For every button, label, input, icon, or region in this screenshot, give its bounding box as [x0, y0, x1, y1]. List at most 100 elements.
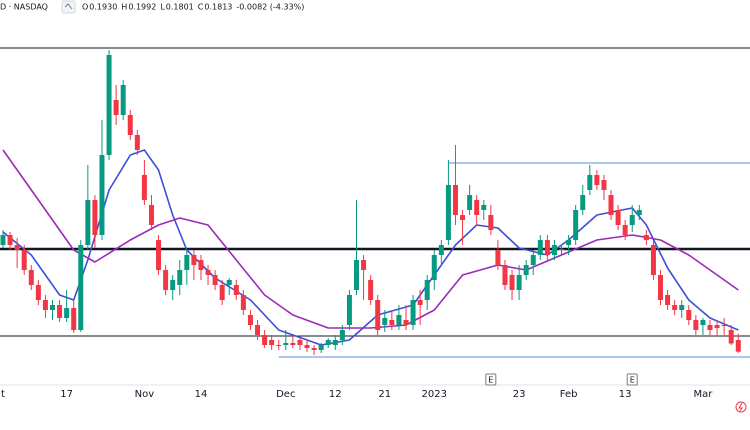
candle-body: [375, 300, 381, 330]
candle-body: [339, 330, 345, 340]
candle-body: [163, 270, 169, 290]
x-tick-label: Feb: [560, 389, 578, 400]
x-tick-label: 14: [195, 389, 208, 400]
candle-body: [728, 330, 734, 344]
candle-body: [361, 260, 367, 270]
x-tick-label: 17: [60, 389, 73, 400]
candle-body: [113, 100, 119, 115]
candle-body: [523, 265, 529, 275]
candle-body: [573, 210, 579, 240]
ohlc-label: O: [82, 3, 88, 12]
candle-body: [325, 340, 331, 345]
settings-icon[interactable]: [735, 401, 747, 413]
candle-body: [240, 295, 246, 310]
candle-body: [424, 280, 430, 300]
candle-body: [735, 340, 741, 352]
candle-body: [177, 270, 183, 285]
candle-body: [587, 175, 593, 190]
candle-body: [64, 308, 70, 318]
candle-body: [276, 345, 282, 346]
eye-icon[interactable]: [61, 0, 76, 14]
candle-body: [212, 275, 218, 285]
x-tick-label: Dec: [276, 389, 295, 400]
candle-body: [658, 275, 664, 300]
candle-body: [389, 320, 395, 325]
candle-body: [509, 275, 515, 290]
candle-body: [35, 285, 41, 300]
candle-body: [7, 235, 13, 245]
candle-body: [502, 265, 508, 285]
candle-body: [269, 340, 275, 345]
legend-header: D · NASDAQ O 0.1930 H 0.1992 L 0.1801 C 0.1813-…: [0, 0, 304, 14]
ohlc-value: 0.1992: [128, 3, 156, 12]
x-axis: t 17 Nov 14 Dec 12 21 2023 23 Feb 13 Mar E E: [1, 373, 713, 400]
candle-body: [665, 295, 671, 305]
candle-body: [559, 249, 565, 250]
candle-body: [247, 315, 253, 325]
candle-body: [382, 318, 388, 325]
candle-body: [28, 270, 34, 285]
icon-glyph: [64, 3, 73, 10]
candle-body: [700, 320, 706, 325]
candle-body: [127, 115, 133, 135]
candle-body: [721, 325, 727, 326]
candle-body: [537, 240, 543, 255]
candle-body: [650, 245, 656, 275]
candle-body: [170, 280, 176, 290]
candle-body: [78, 245, 84, 330]
candle-body: [467, 195, 473, 210]
candle-body: [615, 210, 621, 225]
candle-body: [49, 305, 55, 310]
candle-body: [693, 320, 699, 330]
candle-body: [311, 348, 317, 350]
candle-body: [474, 200, 480, 215]
candle-body: [106, 55, 112, 155]
ohlc-value: 0.1930: [89, 3, 117, 12]
candle-body: [134, 135, 140, 150]
candle-body: [304, 345, 310, 348]
candle-body: [594, 175, 600, 185]
x-tick-label: 13: [619, 389, 632, 400]
event-marker: [485, 373, 497, 386]
candle-body: [233, 285, 239, 295]
candle-body: [452, 185, 458, 215]
candle-body: [403, 320, 409, 325]
symbol: D · NASDAQ: [0, 3, 48, 12]
candle-body: [643, 235, 649, 240]
candle-body: [566, 240, 572, 245]
change: -0.0082 (-4.33%): [236, 3, 304, 12]
candle-body: [622, 225, 628, 235]
candle-body: [14, 245, 20, 250]
candle-body: [431, 255, 437, 280]
event-marker: [626, 373, 638, 386]
x-tick-label: Nov: [135, 389, 155, 400]
candle-body: [92, 200, 98, 235]
x-tick-label: 23: [513, 389, 526, 400]
candle-body: [262, 335, 268, 345]
candle-body: [417, 300, 423, 305]
candle-body: [42, 300, 48, 310]
candle-body: [191, 255, 197, 265]
candle-body: [686, 310, 692, 320]
candle-body: [21, 250, 27, 270]
candle-body: [283, 343, 289, 345]
candle-body: [332, 340, 338, 345]
candle-body: [481, 205, 487, 210]
candle-body: [120, 85, 126, 115]
candle-body: [608, 195, 614, 215]
candle-body: [445, 185, 451, 240]
candle-body: [410, 300, 416, 325]
candle-body: [672, 305, 678, 310]
candle-body: [516, 275, 522, 290]
x-tick-label: Mar: [693, 389, 713, 400]
candle-body: [530, 255, 536, 265]
candle-body: [71, 308, 77, 330]
candle-body: [629, 215, 635, 225]
candle-body: [601, 180, 607, 190]
candle-body: [198, 260, 204, 270]
candle-body: [290, 343, 296, 345]
ohlc-label: H: [121, 3, 127, 12]
candle-body: [156, 240, 162, 270]
candle-body: [368, 280, 374, 300]
